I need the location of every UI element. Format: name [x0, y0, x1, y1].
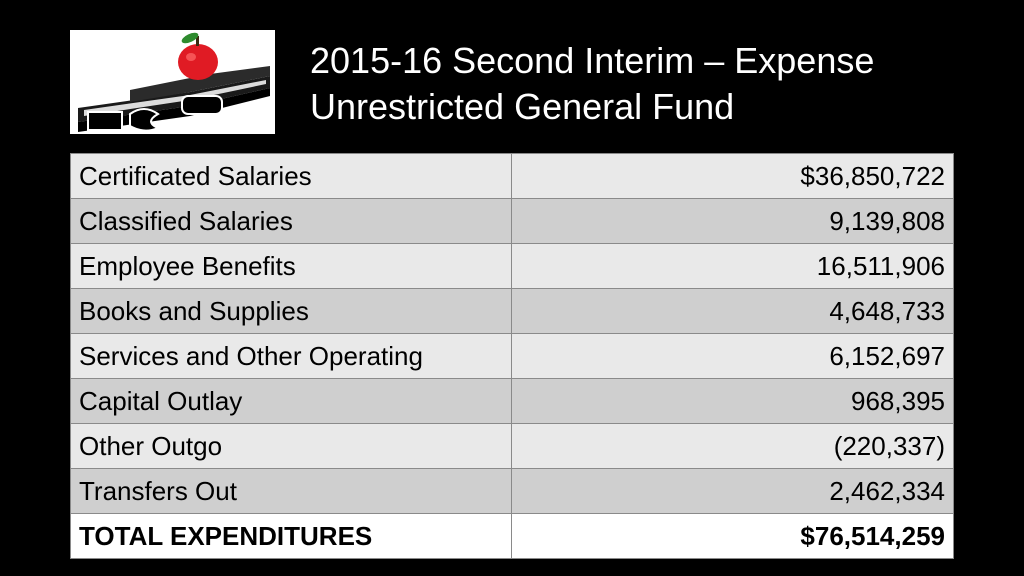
table-row: Transfers Out 2,462,334: [70, 468, 954, 514]
row-value: 2,462,334: [511, 468, 954, 514]
row-label: Capital Outlay: [70, 378, 512, 424]
table-row: Employee Benefits 16,511,906: [70, 243, 954, 289]
row-label: Employee Benefits: [70, 243, 512, 289]
row-label: Classified Salaries: [70, 198, 512, 244]
row-label: Certificated Salaries: [70, 153, 512, 199]
row-value: $36,850,722: [511, 153, 954, 199]
table-row: Services and Other Operating 6,152,697: [70, 333, 954, 379]
row-label: Transfers Out: [70, 468, 512, 514]
apple-on-book-logo-icon: [78, 32, 270, 132]
table-row: Capital Outlay 968,395: [70, 378, 954, 424]
title-line-2: Unrestricted General Fund: [310, 86, 735, 127]
table-row: Classified Salaries 9,139,808: [70, 198, 954, 244]
title-line-1: 2015-16 Second Interim – Expense: [310, 40, 875, 81]
page-title: 2015-16 Second Interim – Expense Unrestr…: [310, 38, 874, 130]
row-value: 968,395: [511, 378, 954, 424]
row-value: 6,152,697: [511, 333, 954, 379]
total-value: $76,514,259: [511, 513, 954, 559]
table-row: Other Outgo (220,337): [70, 423, 954, 469]
table-row: Books and Supplies 4,648,733: [70, 288, 954, 334]
row-value: 16,511,906: [511, 243, 954, 289]
row-label: Services and Other Operating: [70, 333, 512, 379]
total-label: TOTAL EXPENDITURES: [70, 513, 512, 559]
district-logo: [70, 30, 275, 134]
row-value: (220,337): [511, 423, 954, 469]
total-row: TOTAL EXPENDITURES $76,514,259: [70, 513, 954, 559]
expense-table: Certificated Salaries $36,850,722 Classi…: [70, 153, 954, 559]
row-label: Books and Supplies: [70, 288, 512, 334]
row-label: Other Outgo: [70, 423, 512, 469]
table-row: Certificated Salaries $36,850,722: [70, 153, 954, 199]
row-value: 9,139,808: [511, 198, 954, 244]
row-value: 4,648,733: [511, 288, 954, 334]
